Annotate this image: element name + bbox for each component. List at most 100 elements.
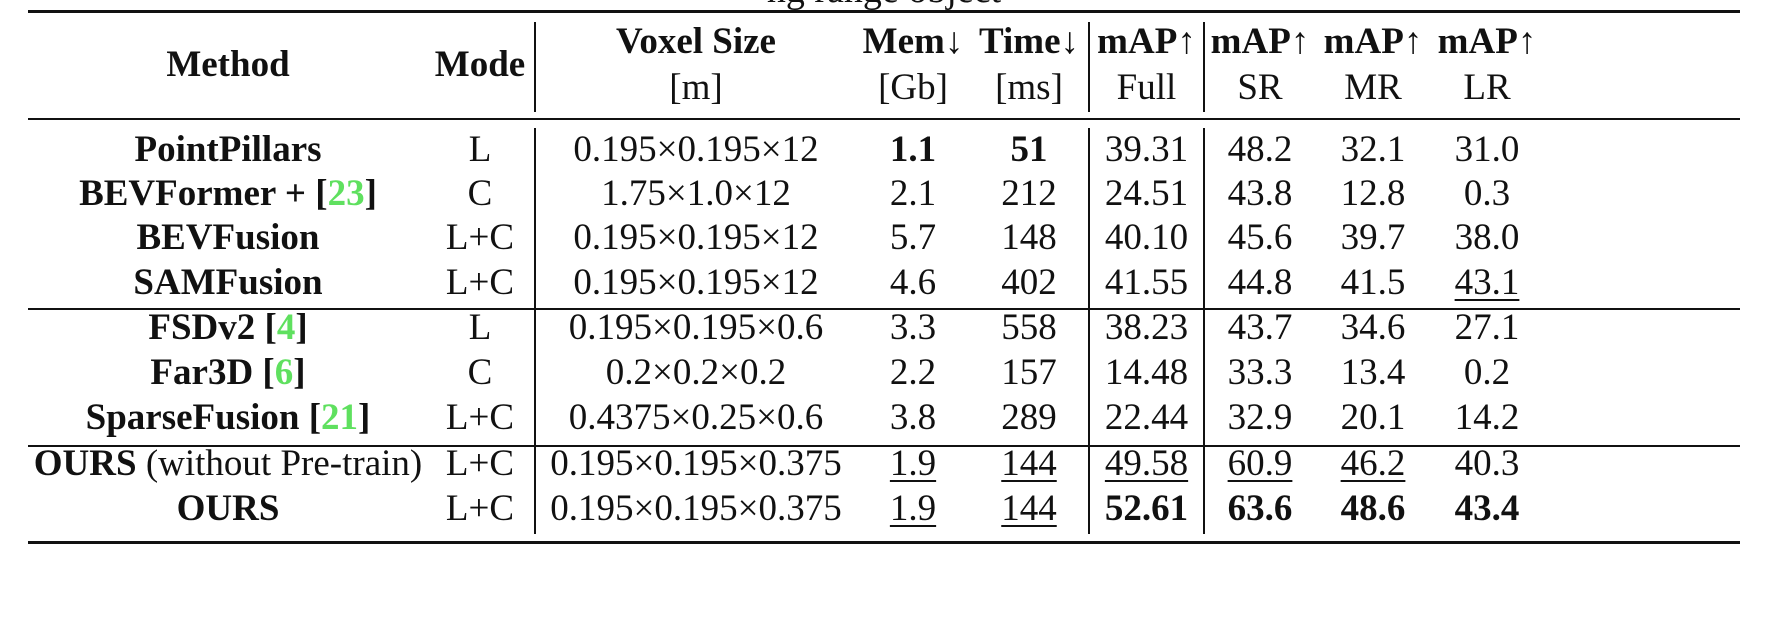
- mr-cell: 32.1: [1340, 129, 1406, 170]
- vline-mode-header: [534, 22, 536, 112]
- header-voxel: Voxel Size: [616, 21, 776, 62]
- header-mem-unit: [Gb]: [878, 67, 948, 108]
- group-rule-1: [28, 308, 1740, 310]
- bracket-open: [: [262, 352, 275, 393]
- sr-cell: 32.9: [1227, 397, 1293, 438]
- bracket-close: ]: [358, 397, 371, 438]
- method-name: Far3D: [150, 352, 263, 393]
- header-full: mAP↑: [1097, 21, 1196, 62]
- method-cell: Far3D [6]: [28, 351, 428, 395]
- lr-cell: 27.1: [1454, 307, 1520, 348]
- method-name: SparseFusion: [85, 397, 309, 438]
- header-time: Time↓: [978, 21, 1080, 62]
- bracket-close: ]: [293, 352, 306, 393]
- method-name: OURS: [33, 443, 137, 484]
- method-cell: SparseFusion [21]: [28, 396, 428, 440]
- mem-cell: 1.9: [889, 488, 937, 529]
- bracket-close: ]: [295, 307, 308, 348]
- voxel-cell: 1.75×1.0×12: [601, 173, 791, 214]
- mode-cell: L+C: [445, 488, 515, 529]
- time-cell: 51: [1010, 129, 1048, 170]
- method-cell: FSDv2 [4]: [28, 306, 428, 350]
- mr-cell: 41.5: [1340, 262, 1406, 303]
- voxel-cell: 0.195×0.195×12: [573, 129, 819, 170]
- voxel-cell: 0.195×0.195×0.375: [550, 443, 842, 484]
- full-cell: 40.10: [1104, 217, 1189, 258]
- mode-cell: L+C: [445, 397, 515, 438]
- method-name: FSDv2: [148, 307, 265, 348]
- bracket-open: [: [264, 307, 277, 348]
- lr-cell: 31.0: [1454, 129, 1520, 170]
- sr-cell: 60.9: [1227, 443, 1293, 484]
- lr-cell: 38.0: [1454, 217, 1520, 258]
- lr-cell: 43.4: [1454, 488, 1520, 529]
- full-cell: 52.61: [1104, 488, 1189, 529]
- sr-cell: 33.3: [1227, 352, 1293, 393]
- method-cell: SAMFusion: [28, 261, 428, 305]
- vline-time-body: [1088, 128, 1090, 534]
- vline-full-header: [1203, 22, 1205, 112]
- bracket-close: ]: [364, 173, 377, 214]
- header-method: Method: [166, 44, 290, 85]
- mode-cell: L+C: [445, 217, 515, 258]
- method-cell: OURS: [28, 487, 428, 531]
- header-lr: mAP↑: [1437, 21, 1537, 62]
- caption-fragment: ng range object: [0, 0, 1768, 10]
- mode-cell: L: [468, 129, 492, 170]
- vline-mode-body: [534, 128, 536, 534]
- voxel-cell: 0.195×0.195×0.375: [550, 488, 842, 529]
- header-sr-unit: SR: [1237, 67, 1283, 108]
- mr-cell: 46.2: [1340, 443, 1406, 484]
- citation-link[interactable]: 4: [276, 307, 296, 348]
- bracket-open: [: [308, 397, 322, 438]
- header-lr-unit: LR: [1463, 67, 1511, 108]
- voxel-cell: 0.2×0.2×0.2: [605, 352, 787, 393]
- time-cell: 144: [1001, 443, 1057, 484]
- mem-cell: 4.6: [889, 262, 937, 303]
- citation-link[interactable]: 6: [274, 352, 294, 393]
- group-rule-2: [28, 445, 1740, 447]
- lr-cell: 40.3: [1454, 443, 1520, 484]
- header-full-unit: Full: [1116, 67, 1177, 108]
- sr-cell: 43.7: [1227, 307, 1293, 348]
- method-name: PointPillars: [134, 129, 322, 170]
- header-sr: mAP↑: [1210, 21, 1310, 62]
- full-cell: 41.55: [1104, 262, 1189, 303]
- mr-cell: 48.6: [1340, 488, 1406, 529]
- mem-cell: 3.3: [889, 307, 937, 348]
- lr-cell: 43.1: [1454, 262, 1520, 303]
- header-time-unit: [ms]: [995, 67, 1063, 108]
- method-cell: BEVFusion: [28, 216, 428, 260]
- vline-time-header: [1088, 22, 1090, 112]
- sr-cell: 43.8: [1227, 173, 1293, 214]
- voxel-cell: 0.195×0.195×12: [573, 262, 819, 303]
- full-cell: 49.58: [1104, 443, 1189, 484]
- header-voxel-unit: [m]: [669, 67, 723, 108]
- citation-link[interactable]: 23: [327, 173, 365, 214]
- mode-cell: C: [467, 352, 493, 393]
- method-note: (without Pre-train): [136, 443, 423, 484]
- bracket-open: [: [315, 173, 328, 214]
- lr-cell: 14.2: [1454, 397, 1520, 438]
- header-rule: [28, 118, 1740, 120]
- mem-cell: 2.2: [889, 352, 937, 393]
- mr-cell: 12.8: [1340, 173, 1406, 214]
- sr-cell: 48.2: [1227, 129, 1293, 170]
- header-mr: mAP↑: [1323, 21, 1423, 62]
- time-cell: 289: [1001, 397, 1057, 438]
- voxel-cell: 0.195×0.195×12: [573, 217, 819, 258]
- citation-link[interactable]: 21: [321, 397, 359, 438]
- mem-cell: 1.9: [889, 443, 937, 484]
- full-cell: 14.48: [1104, 352, 1189, 393]
- method-cell: OURS (without Pre-train): [28, 442, 428, 486]
- time-cell: 402: [1001, 262, 1057, 303]
- time-cell: 212: [1001, 173, 1057, 214]
- method-cell: BEVFormer + [23]: [28, 172, 428, 216]
- mode-cell: C: [467, 173, 493, 214]
- method-name: BEVFormer +: [79, 173, 316, 214]
- lr-cell: 0.3: [1463, 173, 1511, 214]
- mr-cell: 34.6: [1340, 307, 1406, 348]
- method-cell: PointPillars: [28, 128, 428, 172]
- sr-cell: 44.8: [1227, 262, 1293, 303]
- full-cell: 39.31: [1104, 129, 1189, 170]
